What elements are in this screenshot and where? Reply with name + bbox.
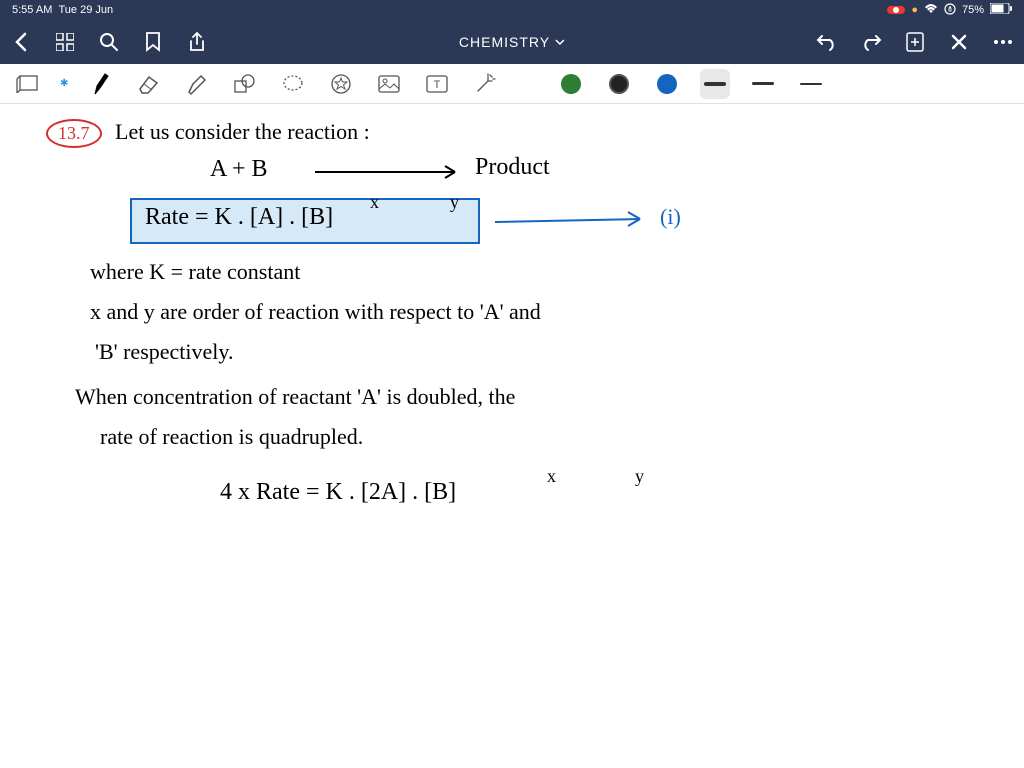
color-green[interactable] [556,69,586,99]
battery-percent: 75% [962,4,984,16]
hw-line1: Let us consider the reaction : [115,119,370,145]
status-bar: 5:55 AM Tue 29 Jun ● 75% [0,0,1024,20]
hw-reactants: A + B [210,156,268,183]
hw-exp-x2: x [547,466,556,487]
dnd-icon: ● [911,4,918,16]
document-title[interactable]: CHEMISTRY [459,34,565,50]
nav-bar: CHEMISTRY [0,20,1024,64]
favorites-tool[interactable] [326,69,356,99]
recording-badge [887,6,905,14]
color-black[interactable] [604,69,634,99]
laser-tool[interactable] [470,69,500,99]
note-canvas[interactable]: 13.7 Let us consider the reaction : A + … [0,104,1024,768]
hw-eq-label: (i) [660,204,681,230]
pen-tool[interactable] [86,69,116,99]
toolbar: ✱ T [0,64,1024,104]
bluetooth-indicator: ✱ [60,78,68,89]
search-icon[interactable] [98,31,120,53]
orientation-lock-icon [944,3,956,18]
text-tool[interactable]: T [422,69,452,99]
hw-exp-y2: y [635,466,644,487]
share-icon[interactable] [186,31,208,53]
hw-line6: When concentration of reactant 'A' is do… [75,384,515,410]
highlighter-tool[interactable] [182,69,212,99]
stroke-thin[interactable] [796,69,826,99]
grid-icon[interactable] [54,31,76,53]
problem-number: 13.7 [46,119,102,148]
hw-rate-eq: Rate = K . [A] . [B] [145,204,333,231]
chevron-down-icon [555,39,565,45]
more-icon[interactable] [992,31,1014,53]
hw-exp-x: x [370,192,379,213]
svg-text:T: T [434,79,441,91]
lasso-tool[interactable] [278,69,308,99]
hw-line4: x and y are order of reaction with respe… [90,299,541,325]
eraser-tool[interactable] [134,69,164,99]
hw-line5: 'B' respectively. [95,339,233,365]
hw-product: Product [475,154,550,181]
read-mode-tool[interactable] [12,69,42,99]
status-time-date: 5:55 AM Tue 29 Jun [12,4,113,16]
image-tool[interactable] [374,69,404,99]
close-icon[interactable] [948,31,970,53]
hw-line3: where K = rate constant [90,259,300,285]
redo-button[interactable] [860,31,882,53]
stroke-medium[interactable] [748,69,778,99]
stroke-thick[interactable] [700,69,730,99]
battery-icon [990,3,1012,17]
undo-button[interactable] [816,31,838,53]
hw-exp-y: y [450,192,459,213]
bookmark-icon[interactable] [142,31,164,53]
shapes-tool[interactable] [230,69,260,99]
hw-line7: rate of reaction is quadrupled. [100,424,363,450]
wifi-icon [924,4,938,17]
color-blue[interactable] [652,69,682,99]
hw-line8: 4 x Rate = K . [2A] . [B] [220,479,456,506]
add-page-icon[interactable] [904,31,926,53]
status-right: ● 75% [887,3,1012,18]
back-button[interactable] [10,31,32,53]
